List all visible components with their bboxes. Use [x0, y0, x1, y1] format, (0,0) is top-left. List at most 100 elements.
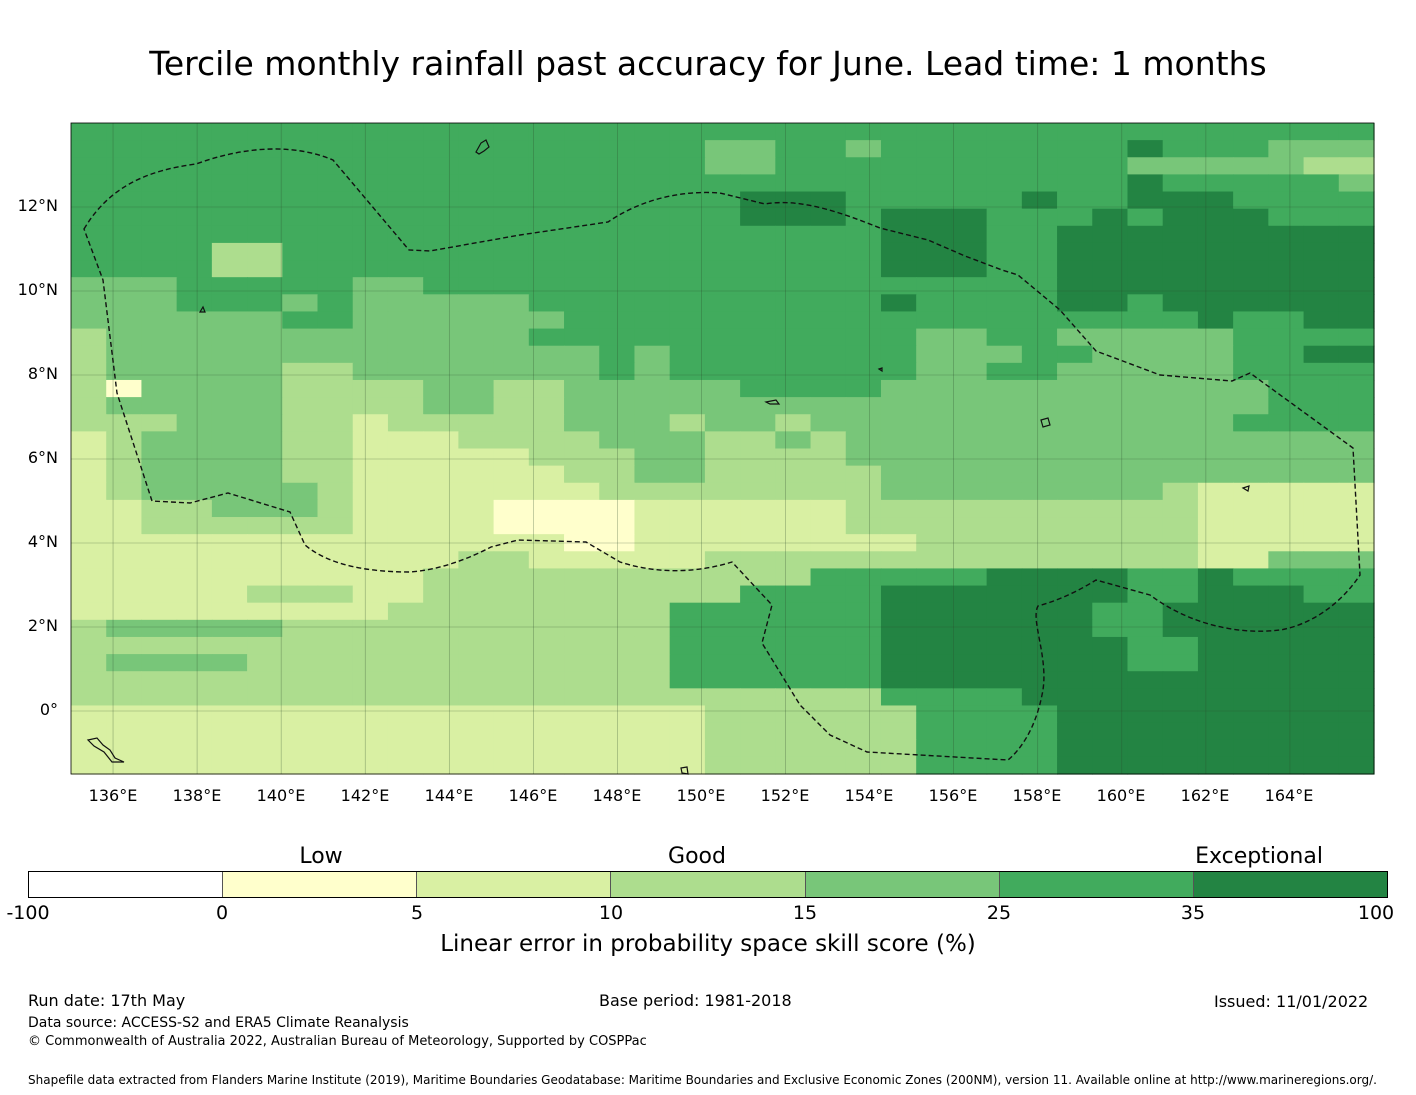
- skill-cell: [704, 311, 741, 330]
- skill-cell: [669, 636, 706, 655]
- skill-cell: [880, 191, 917, 210]
- skill-cell: [106, 242, 143, 261]
- skill-cell: [1303, 619, 1340, 638]
- skill-cell: [423, 260, 459, 278]
- skill-cell: [528, 551, 565, 570]
- skill-cell: [458, 654, 495, 672]
- skill-cell: [986, 585, 1023, 604]
- skill-cell: [1303, 722, 1340, 741]
- skill-cell: [1303, 242, 1340, 261]
- skill-cell: [1021, 414, 1058, 432]
- skill-cell: [387, 431, 424, 450]
- skill-cell: [775, 739, 812, 758]
- skill-cell: [775, 636, 812, 655]
- skill-cell: [1021, 277, 1058, 295]
- skill-cell: [141, 722, 178, 741]
- skill-cell: [564, 756, 600, 775]
- skill-cell: [176, 311, 213, 330]
- skill-cell: [704, 157, 741, 175]
- skill-cell: [916, 277, 953, 295]
- skill-cell: [141, 585, 178, 604]
- skill-cell: [564, 140, 600, 158]
- skill-cell: [951, 225, 988, 244]
- skill-cell: [740, 534, 776, 552]
- skill-cell: [1303, 534, 1340, 552]
- skill-cell: [564, 414, 600, 432]
- skill-cell: [71, 191, 107, 210]
- skill-cell: [951, 482, 988, 501]
- skill-cell: [634, 636, 671, 655]
- skill-cell: [810, 568, 847, 587]
- skill-cell: [1127, 671, 1164, 689]
- skill-cell: [564, 431, 600, 450]
- skill-cell: [810, 140, 847, 158]
- skill-cell: [528, 242, 565, 261]
- skill-cell: [176, 277, 213, 295]
- skill-cell: [1021, 260, 1058, 278]
- skill-cell: [599, 345, 636, 364]
- skill-cell: [317, 739, 354, 758]
- skill-cell: [141, 551, 178, 570]
- skill-cell: [1197, 482, 1234, 501]
- skill-cell: [564, 534, 600, 552]
- skill-cell: [317, 397, 354, 415]
- skill-cell: [493, 448, 530, 467]
- skill-cell: [317, 431, 354, 450]
- skill-cell: [880, 379, 917, 398]
- skill-cell: [704, 568, 741, 587]
- skill-cell: [916, 756, 953, 775]
- skill-cell: [423, 277, 459, 295]
- skill-cell: [387, 739, 424, 758]
- skill-cell: [352, 379, 389, 398]
- skill-cell: [71, 208, 107, 227]
- skill-cell: [880, 277, 917, 295]
- skill-cell: [1268, 140, 1305, 158]
- skill-cell: [458, 191, 495, 210]
- skill-cell: [986, 208, 1023, 227]
- skill-cell: [352, 654, 389, 672]
- skill-cell: [1338, 362, 1375, 381]
- skill-cell: [1268, 499, 1305, 518]
- skill-cell: [1127, 140, 1164, 158]
- skill-cell: [282, 397, 319, 415]
- skill-cell: [71, 311, 107, 330]
- skill-cell: [951, 602, 988, 621]
- lon-tick-label: 136°E: [88, 786, 138, 805]
- skill-cell: [1233, 756, 1269, 775]
- skill-cell: [845, 739, 882, 758]
- skill-cell: [1303, 568, 1340, 587]
- skill-cell: [458, 345, 495, 364]
- skill-cell: [247, 722, 283, 741]
- skill-cell: [916, 465, 953, 484]
- skill-cell: [845, 157, 882, 175]
- skill-cell: [775, 688, 812, 707]
- skill-cell: [176, 499, 213, 518]
- skill-cell: [71, 654, 107, 672]
- skill-cell: [634, 705, 671, 724]
- skill-cell: [775, 671, 812, 689]
- skill-cell: [951, 551, 988, 570]
- skill-cell: [845, 242, 882, 261]
- skill-cell: [141, 345, 178, 364]
- colorbar-tick: 0: [215, 902, 229, 924]
- skill-cell: [986, 225, 1023, 244]
- skill-cell: [1338, 174, 1375, 193]
- skill-cell: [880, 362, 917, 381]
- skill-cell: [352, 260, 389, 278]
- skill-cell: [740, 482, 776, 501]
- skill-cell: [564, 174, 600, 193]
- skill-cell: [810, 123, 847, 141]
- skill-cell: [211, 517, 248, 535]
- skill-cell: [775, 208, 812, 227]
- skill-cell: [528, 311, 565, 330]
- skill-cell: [141, 294, 178, 313]
- skill-cell: [493, 534, 530, 552]
- skill-cell: [1021, 379, 1058, 398]
- skill-cell: [1127, 379, 1164, 398]
- skill-cell: [599, 414, 636, 432]
- skill-cell: [564, 551, 600, 570]
- skill-cell: [423, 499, 459, 518]
- skill-cell: [986, 619, 1023, 638]
- skill-cell: [564, 277, 600, 295]
- skill-cell: [458, 756, 495, 775]
